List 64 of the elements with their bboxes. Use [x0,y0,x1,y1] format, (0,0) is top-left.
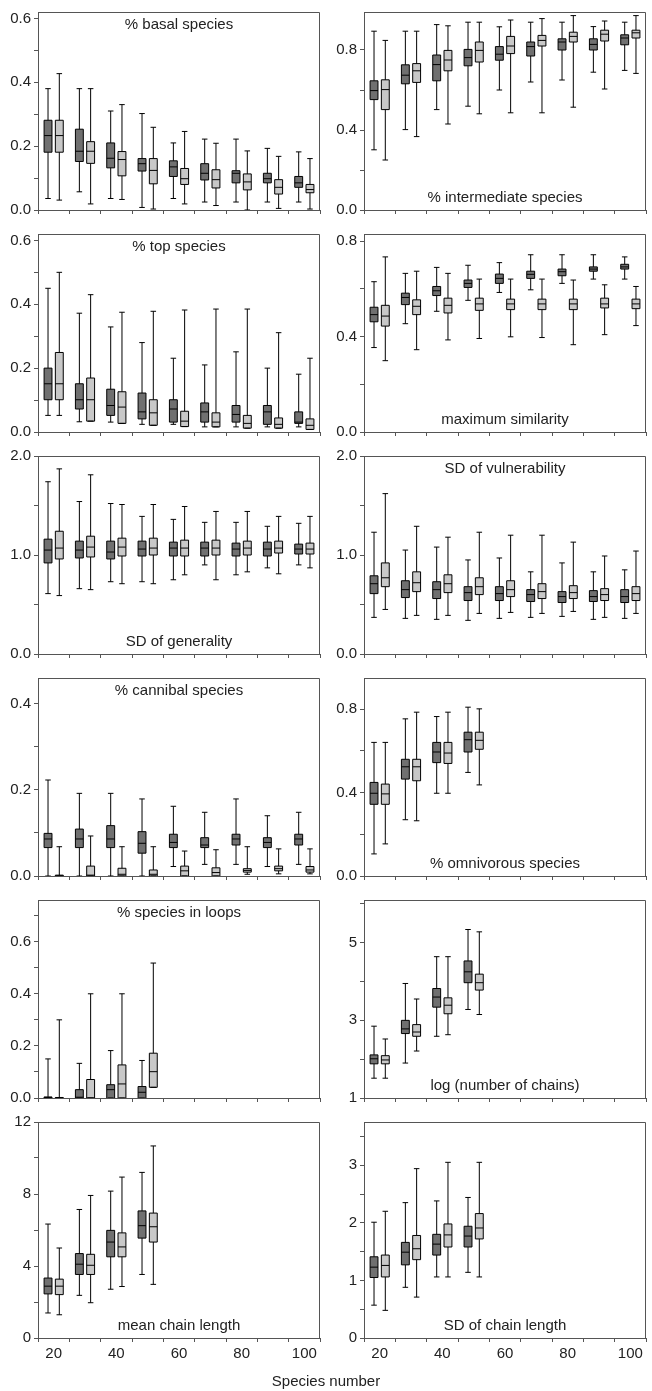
y-tick-label: 0.8 [336,699,357,717]
y-tick-label: 0.4 [10,72,31,90]
y-tick-label: 0.4 [10,294,31,312]
y-tick-label: 3 [348,1010,357,1028]
y-tick-label: 0.0 [10,644,31,662]
y-tick-label: 0.2 [10,780,31,798]
x-tick-label: 60 [170,1344,188,1362]
y-tick-label: 1.0 [336,545,357,563]
y-tick-label: 0.2 [10,136,31,154]
text: % intermediate species [427,187,583,205]
x-axis-title: Species number [270,1372,382,1389]
y-tick-label: 0.2 [10,1036,31,1054]
y-tick-label: 0.0 [10,866,31,884]
text: SD of generality [125,631,233,649]
y-tick-label: 0 [348,1328,357,1346]
y-tick-label: 0.4 [336,782,357,800]
chart-title: SD of vulnerability [444,458,566,476]
y-tick-label: 0.0 [10,422,31,440]
text: log (number of chains) [430,1075,580,1093]
chart-title: % cannibal species [114,680,244,698]
y-tick-label: 0.6 [10,931,31,949]
y-tick-label: 0.6 [10,8,31,26]
y-tick-label: 2.0 [336,446,357,464]
x-tick-label: 60 [496,1344,514,1362]
y-tick-label: 1 [348,1270,357,1288]
chart-title: % basal species [124,14,234,32]
y-tick-label: 3 [348,1155,357,1173]
chart-title: % top species [132,236,226,254]
y-tick-label: 0.4 [336,326,357,344]
x-tick-label: 80 [233,1344,251,1362]
y-tick-label: 0.0 [336,866,357,884]
y-tick-label: 0.4 [336,120,357,138]
y-tick-label: 0.6 [10,230,31,248]
text: % omnivorous species [429,853,581,871]
y-tick-label: 0.0 [10,200,31,218]
x-tick-label: 40 [107,1344,125,1362]
y-tick-label: 4 [22,1256,31,1274]
x-tick-label: 20 [45,1344,63,1362]
y-tick-label: 1.0 [10,545,31,563]
y-tick-label: 0.4 [10,983,31,1001]
y-tick-label: 0.0 [10,1088,31,1106]
y-tick-label: 2 [348,1212,357,1230]
text: SD of chain length [443,1315,567,1333]
y-tick-label: 5 [348,932,357,950]
chart-title: % species in loops [116,902,242,920]
y-tick-label: 8 [22,1184,31,1202]
y-tick-label: 12 [14,1112,31,1130]
y-tick-label: 2.0 [10,446,31,464]
y-tick-label: 0 [22,1328,31,1346]
y-tick-label: 0.8 [336,231,357,249]
x-tick-label: 100 [291,1344,317,1362]
x-tick-label: 20 [371,1344,389,1362]
text: maximum similarity [441,409,570,427]
x-tick-label: 100 [617,1344,643,1362]
y-tick-label: 0.2 [10,358,31,376]
y-tick-label: 0.0 [336,422,357,440]
x-tick-label: 40 [433,1344,451,1362]
y-tick-label: 0.0 [336,200,357,218]
y-tick-label: 0.0 [336,644,357,662]
text: mean chain length [117,1315,241,1333]
x-tick-label: 80 [559,1344,577,1362]
y-tick-label: 0.4 [10,693,31,711]
y-tick-label: 1 [348,1088,357,1106]
y-tick-label: 0.8 [336,40,357,58]
